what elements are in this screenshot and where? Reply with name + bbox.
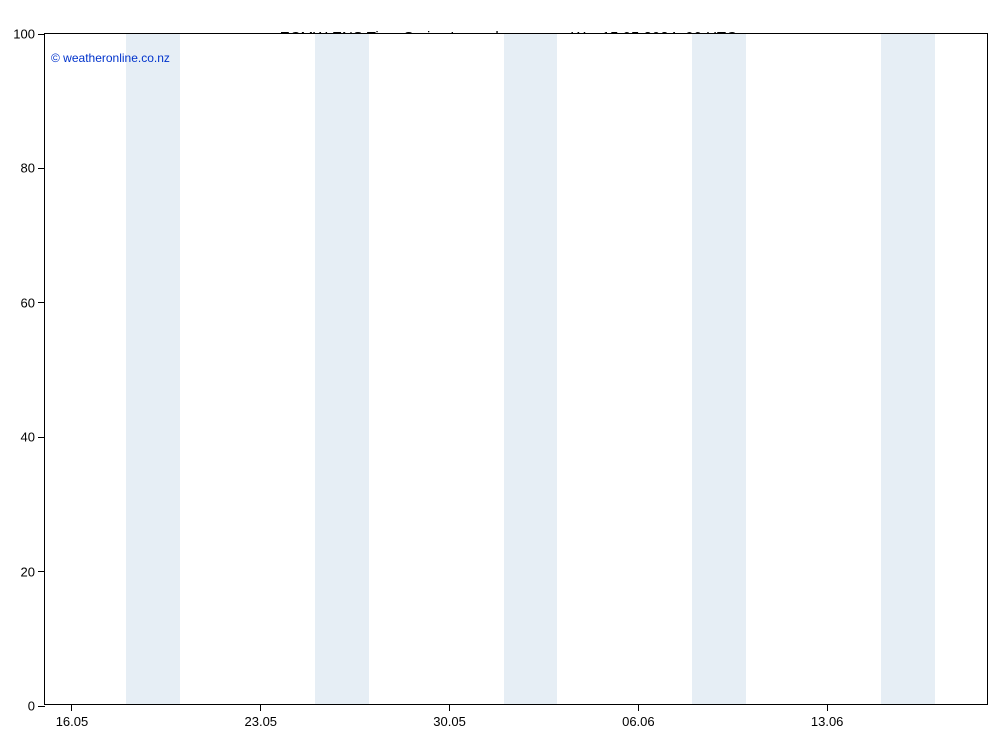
y-tick-label: 60	[21, 295, 35, 310]
weekend-band	[881, 34, 935, 704]
x-tick	[449, 704, 450, 711]
x-tick-label: 13.06	[811, 714, 844, 729]
weekend-band	[504, 34, 558, 704]
chart-root: ECMW-ENS Time Series Luxembourg We. 15.0…	[0, 0, 1000, 733]
x-tick-label: 30.05	[433, 714, 466, 729]
x-tick-label: 16.05	[56, 714, 89, 729]
y-tick	[38, 706, 45, 707]
x-tick	[260, 704, 261, 711]
plot-area: © weatheronline.co.nz 02040608010016.052…	[44, 33, 988, 705]
y-tick	[38, 168, 45, 169]
x-tick-label: 23.05	[244, 714, 277, 729]
y-tick-label: 20	[21, 564, 35, 579]
weekend-band	[126, 34, 180, 704]
x-tick-label: 06.06	[622, 714, 655, 729]
x-tick	[638, 704, 639, 711]
y-tick-label: 80	[21, 161, 35, 176]
weekend-band	[315, 34, 369, 704]
y-tick	[38, 571, 45, 572]
x-tick	[827, 704, 828, 711]
y-tick-label: 40	[21, 430, 35, 445]
y-tick	[38, 34, 45, 35]
y-tick	[38, 437, 45, 438]
y-tick	[38, 302, 45, 303]
x-tick	[71, 704, 72, 711]
y-tick-label: 0	[28, 699, 35, 714]
y-tick-label: 100	[13, 27, 35, 42]
weekend-band	[692, 34, 746, 704]
watermark: © weatheronline.co.nz	[51, 51, 170, 65]
